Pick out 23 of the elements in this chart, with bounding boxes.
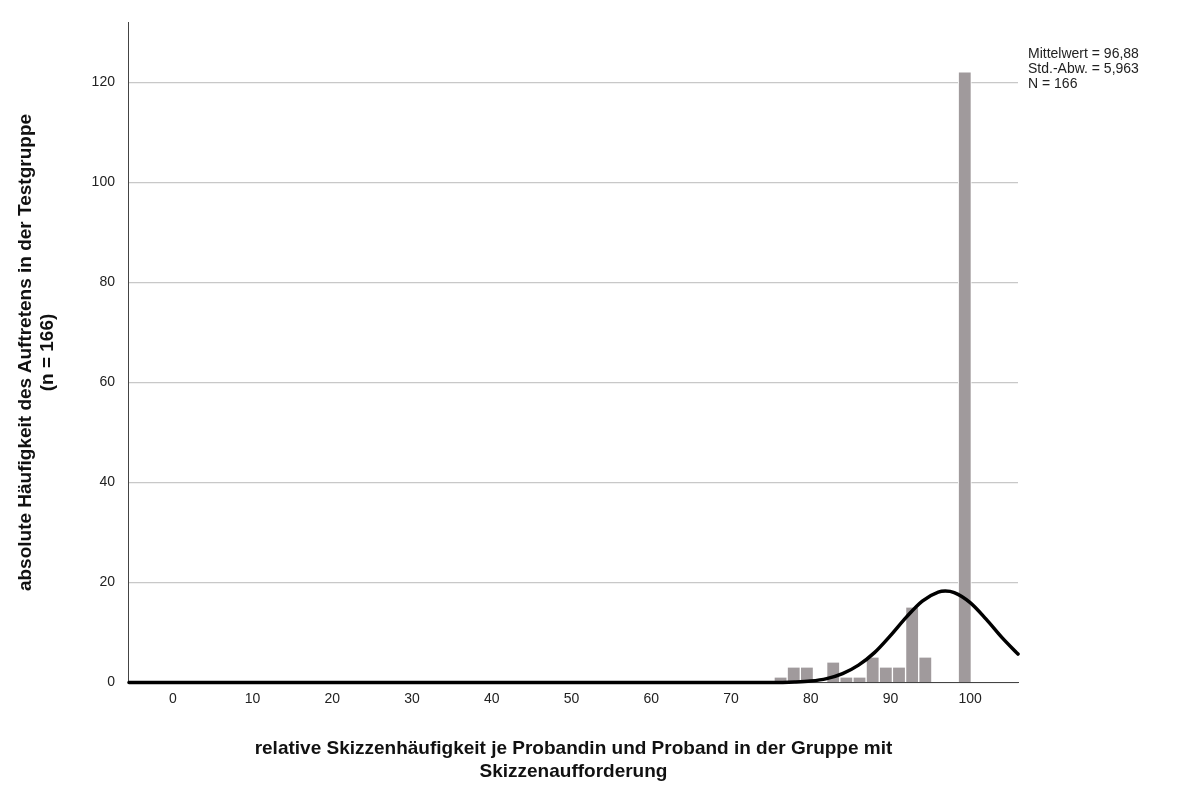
y-tick-label: 40: [99, 473, 116, 490]
x-tick-label: 10: [244, 689, 261, 706]
y-tick-label: 100: [91, 173, 116, 190]
text: Std.-Abw. = 5,963: [1028, 59, 1140, 76]
x-tick-label: 20: [324, 689, 341, 706]
y-tick-label: 20: [99, 573, 116, 590]
x-axis-title: relative Skizzenhäufigkeit je Probandin und Proband in der Gruppe mit Skizzenaufforderung: [254, 737, 893, 781]
x-tick-label: 40: [483, 689, 500, 706]
x-tick-label: 60: [643, 689, 660, 706]
y-tick-label: 120: [91, 73, 116, 90]
x-tick-label: 80: [802, 689, 819, 706]
x-tick-label: 70: [723, 689, 739, 706]
y-tick-label: 80: [99, 273, 116, 290]
text: Mittelwert = 96,88: [1028, 44, 1140, 61]
y-tick-label: 0: [107, 673, 116, 690]
x-tick-label: 90: [882, 689, 899, 706]
x-tick-label: 100: [958, 689, 983, 706]
x-tick-label: 0: [168, 689, 177, 706]
text: N = 166: [1028, 74, 1078, 91]
y-tick-label: 60: [99, 373, 116, 390]
x-tick-label: 30: [404, 689, 421, 706]
y-axis-title: absolute Häufigkeit des Auftretens in der Testgruppe (n = 166): [13, 113, 58, 592]
x-tick-label: 50: [563, 689, 580, 706]
